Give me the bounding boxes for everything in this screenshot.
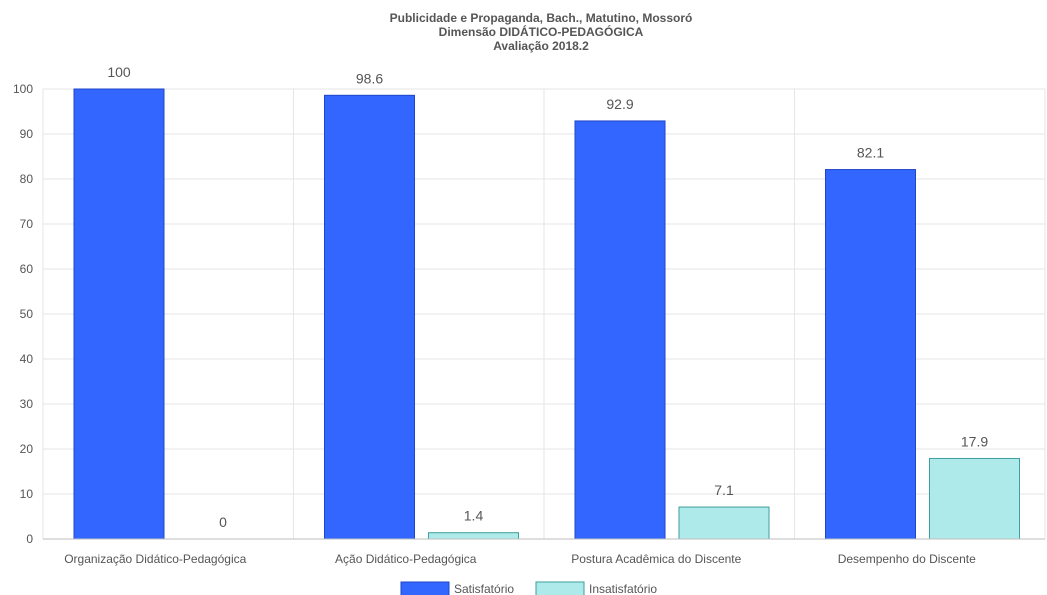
legend-item-insatisfatorio[interactable]: Insatisfatório bbox=[535, 581, 657, 595]
legend-label: Satisfatório bbox=[454, 582, 514, 595]
grid bbox=[42, 88, 1046, 540]
data-labels: 100 98.6 92.9 82.1 0 1.4 7.1 17.9 bbox=[107, 64, 988, 530]
y-tick-label: 40 bbox=[20, 352, 34, 366]
y-tick-label: 70 bbox=[20, 217, 34, 231]
bar-satisfatorio[interactable] bbox=[574, 120, 666, 540]
y-tick-label: 80 bbox=[20, 172, 34, 186]
y-tick-label: 60 bbox=[20, 262, 34, 276]
y-tick-label: 0 bbox=[26, 532, 33, 546]
bars bbox=[73, 88, 1020, 540]
data-label: 0 bbox=[219, 514, 227, 530]
x-axis: Organização Didático-Pedagógica Ação Didá… bbox=[43, 538, 1045, 566]
legend-swatch bbox=[535, 581, 585, 595]
x-category-label: Postura Acadêmica do Discente bbox=[571, 552, 741, 566]
x-category-label: Desempenho do Discente bbox=[838, 552, 976, 566]
y-axis: 0 10 20 30 40 50 60 70 80 90 100 bbox=[13, 82, 33, 546]
data-label: 1.4 bbox=[464, 508, 484, 524]
data-label: 98.6 bbox=[356, 70, 383, 86]
bar-satisfatorio[interactable] bbox=[825, 169, 916, 540]
data-label: 92.9 bbox=[606, 96, 633, 112]
bar-satisfatorio[interactable] bbox=[73, 88, 165, 540]
chart-title: Publicidade e Propaganda, Bach., Matutin… bbox=[390, 11, 693, 53]
data-label: 82.1 bbox=[857, 145, 884, 161]
chart-title-line: Avaliação 2018.2 bbox=[493, 39, 589, 53]
bar-insatisfatorio[interactable] bbox=[678, 506, 770, 540]
data-label: 100 bbox=[107, 64, 131, 80]
legend-item-satisfatorio[interactable]: Satisfatório bbox=[400, 581, 514, 595]
x-category-label: Ação Didático-Pedagógica bbox=[335, 552, 477, 566]
y-tick-label: 20 bbox=[20, 442, 34, 456]
y-tick-label: 50 bbox=[20, 307, 34, 321]
chart-title-line: Dimensão DIDÁTICO-PEDAGÓGICA bbox=[439, 24, 644, 39]
legend-swatch bbox=[400, 581, 450, 595]
y-tick-label: 90 bbox=[20, 127, 34, 141]
chart-title-line: Publicidade e Propaganda, Bach., Matutin… bbox=[390, 11, 693, 25]
y-tick-label: 30 bbox=[20, 397, 34, 411]
bar-insatisfatorio[interactable] bbox=[929, 457, 1020, 540]
y-tick-label: 100 bbox=[13, 82, 33, 96]
data-label: 17.9 bbox=[961, 433, 988, 449]
legend-label: Insatisfatório bbox=[589, 582, 657, 595]
legend[interactable]: Satisfatório Insatisfatório bbox=[400, 581, 657, 595]
y-tick-label: 10 bbox=[20, 487, 34, 501]
bar-insatisfatorio[interactable] bbox=[428, 532, 519, 540]
data-label: 7.1 bbox=[714, 482, 734, 498]
bar-satisfatorio[interactable] bbox=[324, 94, 415, 540]
x-category-label: Organização Didático-Pedagógica bbox=[64, 552, 246, 566]
